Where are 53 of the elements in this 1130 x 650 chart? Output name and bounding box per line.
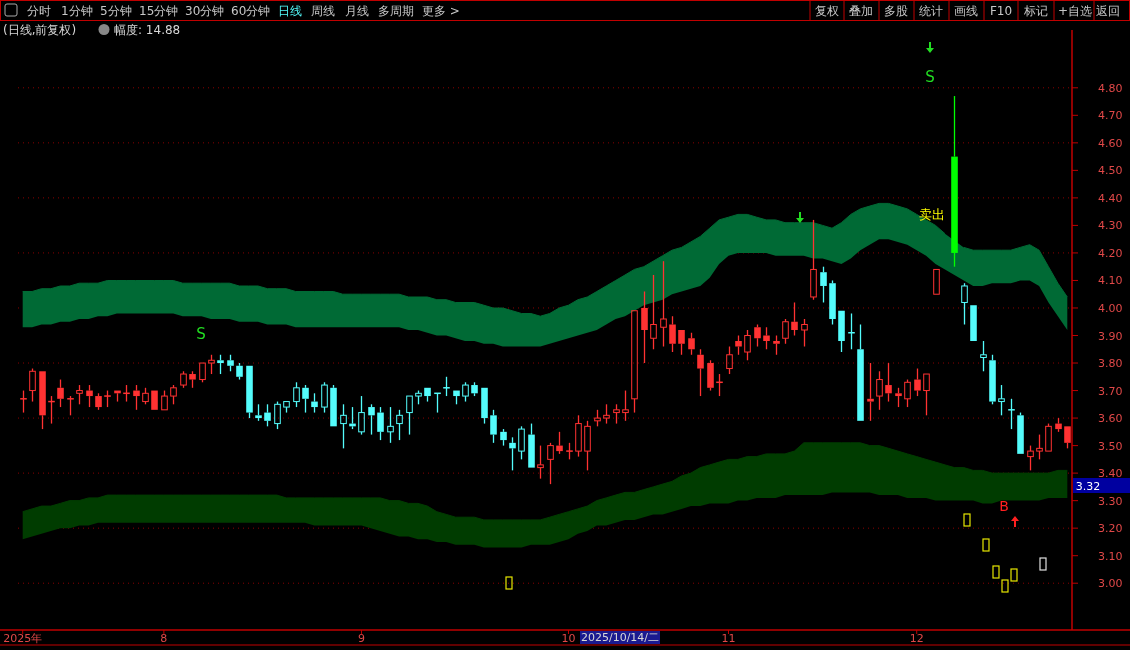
text: 日线 [278,4,302,18]
y-tick-label: 3.40 [1098,467,1123,481]
x-tick-label: 9 [357,632,365,645]
text: 1分钟 [61,4,93,18]
y-tick-label: 4.20 [1098,246,1123,260]
y-tick-label: 3.10 [1098,549,1123,563]
text: +自选 [1057,4,1093,18]
text: F10 [989,4,1013,18]
text: 15分钟 [139,4,179,18]
y-tick-label: 4.30 [1098,219,1123,233]
y-tick-label: 4.40 [1098,191,1123,205]
text: 返回 [1096,4,1120,18]
x-tick-label: 8 [160,632,168,645]
x-tick-label: 10 [561,632,576,645]
y-tick-label: 3.60 [1098,412,1123,426]
text: 统计 [919,4,943,18]
annotation: S [196,325,206,343]
y-tick-label: 3.20 [1098,522,1123,536]
chart-title: (日线,前复权) [3,23,77,37]
text: 60分钟 [231,4,271,18]
text: 周线 [311,4,335,18]
text: 3.32 [1075,480,1101,493]
x-tick-label: 2025年 [3,632,43,645]
y-tick-label: 3.50 [1098,439,1123,453]
text: 更多 > [422,4,460,18]
chart-subtitle: 幅度: 14.88 [114,23,181,37]
text: 分时 [27,4,51,18]
y-tick-label: 3.30 [1098,494,1123,508]
y-tick-label: 4.70 [1098,109,1123,123]
text: 2025/10/14/二 [580,631,660,644]
y-tick-label: 3.00 [1098,577,1123,591]
text: 画线 [954,4,978,18]
y-tick-label: 4.50 [1098,164,1123,178]
text: 复权 [815,4,839,18]
annotation: S [925,68,935,86]
y-tick-label: 3.90 [1098,329,1123,343]
text: 5分钟 [100,4,132,18]
x-tick-label: 11 [721,632,736,645]
y-tick-label: 4.80 [1098,81,1123,95]
text: 多周期 [378,4,414,18]
annotation: 卖出 [919,207,945,222]
text: 多股 [884,4,908,18]
annotation: B [999,498,1009,514]
text: 30分钟 [185,4,225,18]
text: 标记 [1023,4,1048,18]
y-tick-label: 4.10 [1098,274,1123,288]
text: 叠加 [849,4,873,18]
y-tick-label: 3.70 [1098,384,1123,398]
y-tick-label: 4.60 [1098,136,1123,150]
y-tick-label: 4.00 [1098,301,1123,315]
y-tick-label: 3.80 [1098,357,1123,371]
x-tick-label: 12 [909,632,924,645]
text: 月线 [345,4,369,18]
